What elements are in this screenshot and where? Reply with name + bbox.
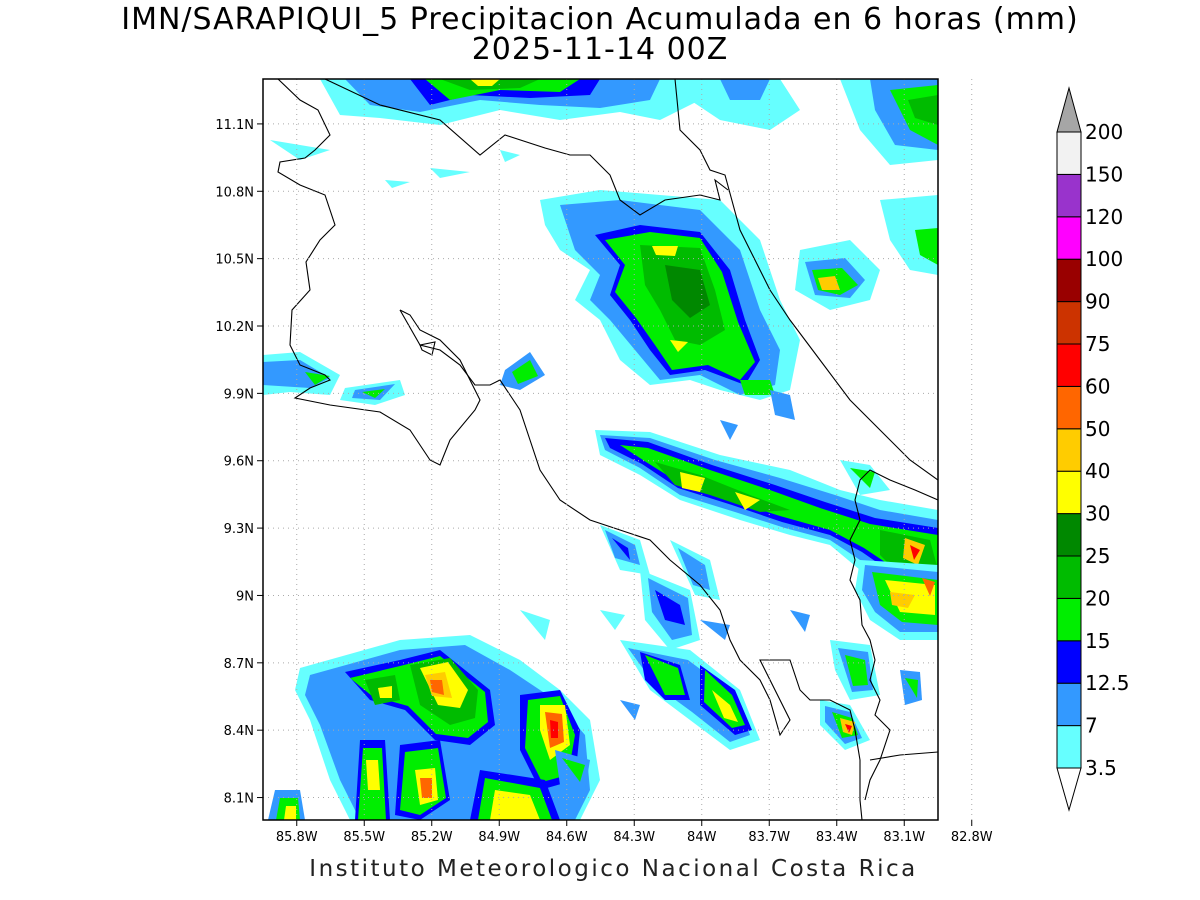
lon-tick-label: 85.8W — [276, 830, 318, 845]
lon-tick-label: 83.7W — [748, 830, 790, 845]
colorbar-bin — [1056, 597, 1082, 642]
colorbar-level-label: 120 — [1085, 205, 1123, 229]
lat-tick-label: 8.4N — [224, 724, 254, 739]
map-frame — [262, 78, 939, 821]
lon-tick-label: 83.4W — [816, 830, 858, 845]
lon-tick-label: 84W — [687, 830, 717, 845]
coastlines — [277, 79, 938, 820]
colorbar-level-label: 150 — [1085, 162, 1123, 186]
colorbar-level-label: 75 — [1085, 332, 1110, 356]
lon-tick-label: 82.8W — [951, 830, 993, 845]
lat-tick-label: 8.7N — [224, 657, 254, 672]
lat-tick-label: 10.2N — [215, 320, 254, 335]
lon-tick-label: 84.6W — [546, 830, 588, 845]
lon-tick-label: 84.3W — [613, 830, 655, 845]
lon-tick-label: 84.9W — [478, 830, 520, 845]
colorbar-bin — [1056, 385, 1082, 430]
panama-border — [849, 469, 938, 801]
lat-tick-label: 10.8N — [215, 185, 254, 200]
precip-central-band — [595, 380, 938, 600]
colorbar-bin — [1056, 470, 1082, 515]
precip-southwest — [268, 635, 600, 820]
colorbar-level-label: 3.5 — [1085, 756, 1117, 780]
map-subtitle-date: 2025-11-14 00Z — [471, 32, 729, 67]
precip-north-central — [540, 190, 938, 400]
colorbar-bin — [1056, 682, 1082, 727]
longitude-axis: 85.8W 85.5W 85.2W 84.9W 84.6W 84.3W 84W 83.7W 83… — [276, 820, 993, 845]
lon-tick-label: 83.1W — [883, 830, 925, 845]
colorbar-bin — [1056, 725, 1082, 769]
precipitation-fields — [263, 79, 938, 820]
colorbar-level-label: 40 — [1085, 459, 1110, 483]
lat-tick-label: 11.1N — [215, 118, 254, 133]
caribbean-coast — [674, 79, 938, 481]
colorbar-bin — [1056, 640, 1082, 684]
colorbar-bin — [1056, 428, 1082, 472]
latitude-axis: 11.1N 10.8N 10.5N 10.2N 9.9N 9.6N 9.3N 9N 8.7N 8.… — [215, 118, 263, 807]
lat-tick-label: 10.5N — [215, 253, 254, 268]
precip-southeast — [820, 560, 938, 750]
lat-tick-label: 9.3N — [224, 522, 254, 537]
map-title: IMN/SARAPIQUI_5 Precipitacion Acumulada … — [121, 2, 1079, 37]
colorbar-bin — [1056, 258, 1082, 303]
colorbar-level-label: 7 — [1085, 714, 1098, 738]
colorbar-level-label: 30 — [1085, 502, 1110, 526]
footer-credit: Instituto Meteorologico Nacional Costa R… — [309, 856, 918, 882]
lon-tick-label: 85.2W — [411, 830, 453, 845]
colorbar-level-label: 20 — [1085, 586, 1110, 610]
nicaragua-border — [324, 79, 729, 216]
colorbar-level-label: 100 — [1085, 247, 1123, 271]
nicoya-coast — [277, 79, 481, 466]
colorbar-level-label: 12.5 — [1085, 671, 1130, 695]
colorbar-max-triangle — [1056, 86, 1082, 133]
pacific-coast — [399, 309, 863, 820]
lat-tick-label: 8.1N — [224, 792, 254, 807]
colorbar-min-triangle — [1056, 767, 1082, 812]
colorbar-level-label: 25 — [1085, 544, 1110, 568]
colorbar-bin — [1056, 216, 1082, 260]
colorbar-bin — [1056, 131, 1082, 175]
colorbar: 3.5 7 12.5 15 20 25 30 40 50 60 75 90 100 120 150 200 — [1056, 86, 1130, 812]
precip-south-central — [520, 525, 810, 750]
island-outline — [419, 341, 436, 356]
colorbar-bin — [1056, 343, 1082, 387]
colorbar-level-label: 200 — [1085, 120, 1123, 144]
colorbar-bin — [1056, 513, 1082, 557]
graticule — [263, 79, 973, 820]
colorbar-bin — [1056, 301, 1082, 345]
colorbar-level-label: 50 — [1085, 417, 1110, 441]
colorbar-level-label: 90 — [1085, 290, 1110, 314]
colorbar-bin — [1056, 173, 1082, 218]
lon-tick-label: 85.5W — [343, 830, 385, 845]
colorbar-bin — [1056, 555, 1082, 599]
panama-coast — [869, 751, 938, 761]
colorbar-level-label: 15 — [1085, 629, 1110, 653]
colorbar-level-label: 60 — [1085, 374, 1110, 398]
lat-tick-label: 9.9N — [224, 387, 254, 402]
lat-tick-label: 9N — [236, 589, 254, 604]
lat-tick-label: 9.6N — [224, 455, 254, 470]
